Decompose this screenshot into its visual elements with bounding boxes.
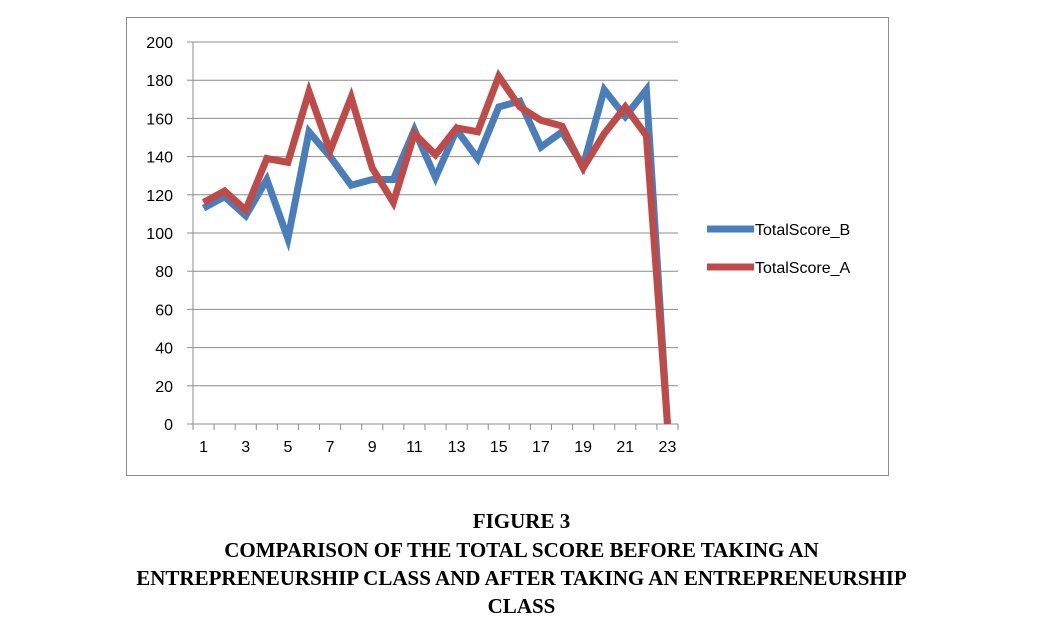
x-tick-label: 21 [616,439,634,456]
y-tick-label: 20 [155,379,173,396]
y-tick-label: 100 [146,226,173,243]
x-tick-label: 1 [199,439,208,456]
caption-line-1: COMPARISON OF THE TOTAL SCORE BEFORE TAK… [224,538,819,562]
x-tick-label: 23 [659,439,677,456]
x-tick-label: 9 [368,439,377,456]
x-tick-label: 19 [574,439,592,456]
y-tick-label: 60 [155,302,173,319]
x-axis-tick-labels: 1 3 5 7 9 11 13 15 17 19 21 23 [199,439,676,456]
legend: TotalScore_B TotalScore_A [707,222,850,277]
y-tick-label: 0 [164,417,173,434]
series-line-totalscore-b [201,80,671,425]
legend-label: TotalScore_A [755,260,850,277]
y-tick-label: 120 [146,188,173,205]
y-tick-label: 40 [155,341,173,358]
axes [187,41,679,430]
y-tick-label: 200 [146,35,173,52]
y-tick-label: 140 [146,150,173,167]
y-axis-tick-labels: 0 20 40 60 80 100 120 140 160 180 200 [146,35,173,434]
x-tick-label: 7 [326,439,335,456]
x-tick-label: 11 [406,439,423,456]
y-tick-label: 80 [155,264,173,281]
y-tick-label: 160 [146,111,173,128]
figure-label: FIGURE 3 [472,509,571,533]
x-tick-label: 13 [448,439,466,456]
x-tick-label: 15 [490,439,508,456]
x-tick-label: 17 [532,439,550,456]
x-tick-label: 5 [283,439,292,456]
caption-line-3: CLASS [487,594,556,618]
legend-label: TotalScore_B [755,222,850,239]
caption-line-2: ENTREPRENEURSHIP CLASS AND AFTER TAKING … [136,566,907,590]
y-tick-label: 180 [146,73,173,90]
series-lines [201,68,671,425]
figure-caption: COMPARISON OF THE TOTAL SCORE BEFORE TAK… [0,536,1043,620]
chart-frame: 0 20 40 60 80 100 120 140 160 180 200 1 3 5 7 9 11 13 15 1… [126,17,889,476]
series-line-totalscore-a [201,68,671,425]
x-tick-label: 3 [241,439,250,456]
